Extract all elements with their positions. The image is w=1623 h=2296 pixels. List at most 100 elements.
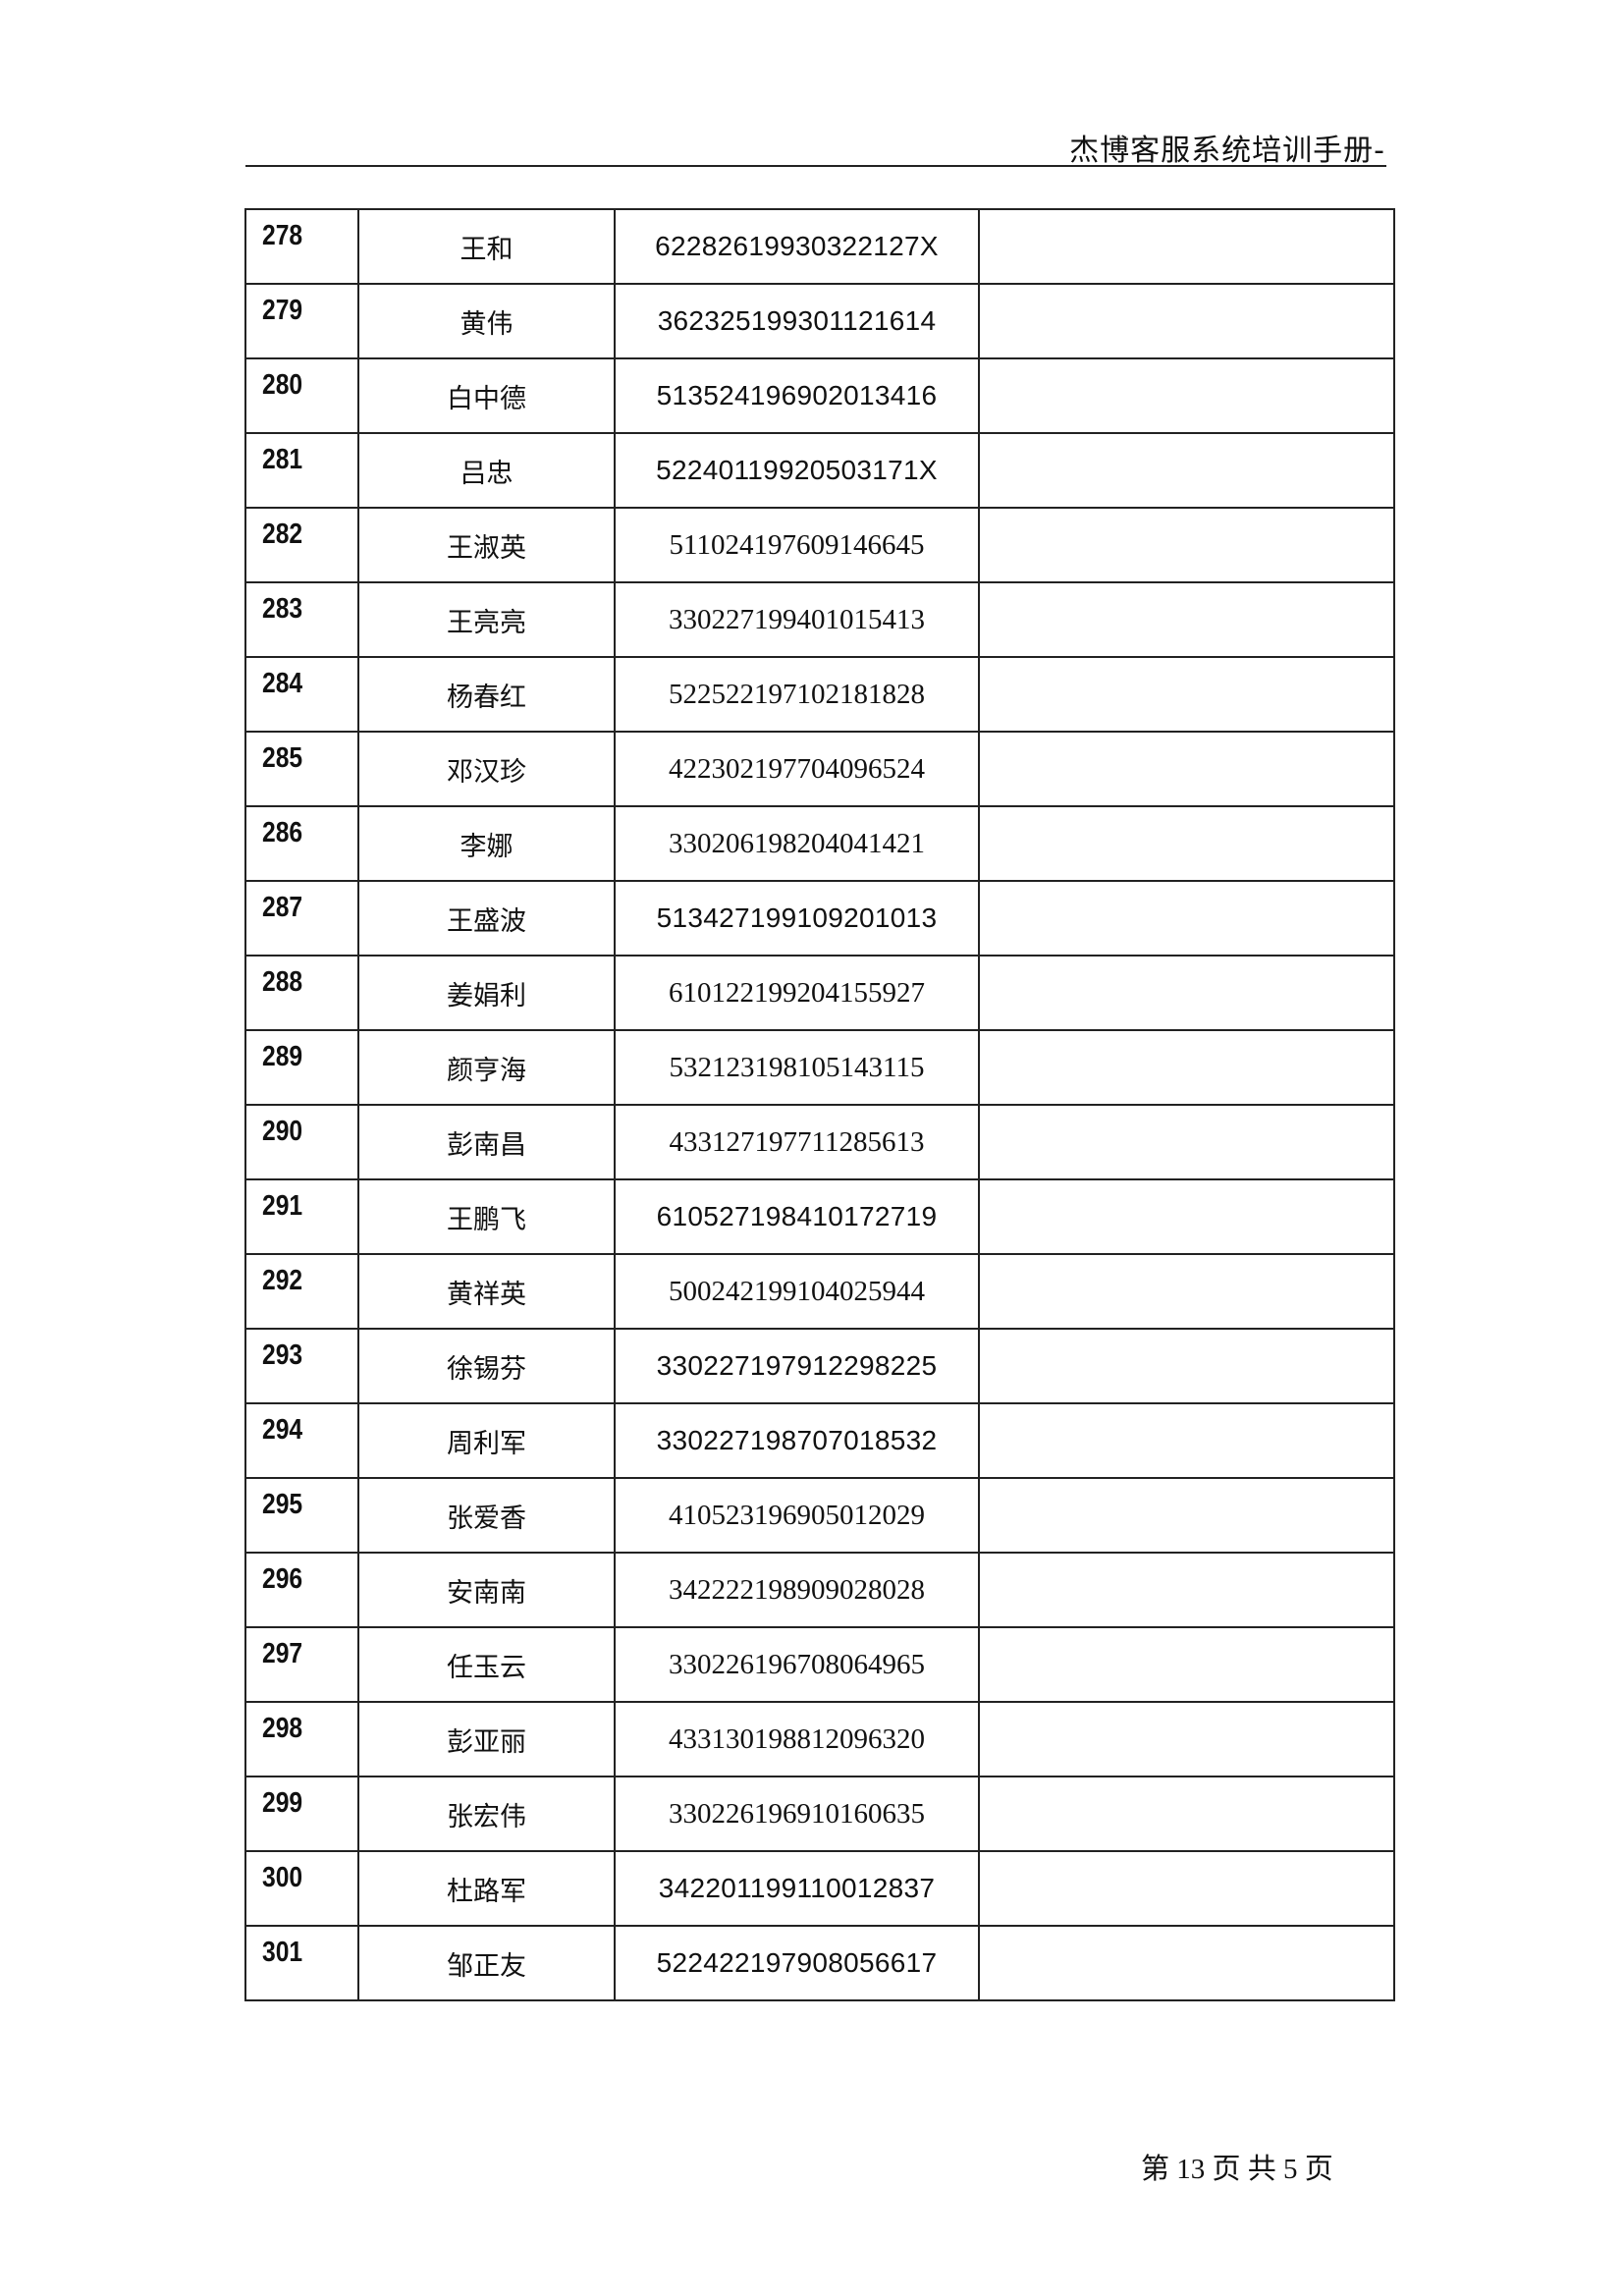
row-number: 281: [262, 444, 303, 475]
blank-cell: [978, 731, 1395, 807]
row-number-cell: 293: [244, 1328, 359, 1404]
row-number-cell: 281: [244, 432, 359, 509]
id-number-cell: 513427199109201013: [614, 880, 980, 957]
row-number: 279: [262, 295, 303, 326]
row-number-cell: 287: [244, 880, 359, 957]
blank-cell: [978, 1178, 1395, 1255]
row-number: 284: [262, 668, 303, 699]
row-number: 292: [262, 1265, 303, 1296]
id-number-cell: 330227199401015413: [614, 581, 980, 658]
id-number-cell: 422302197704096524: [614, 731, 980, 807]
row-number-cell: 298: [244, 1701, 359, 1777]
name-cell: 王盛波: [357, 880, 616, 957]
name-cell: 李娜: [357, 805, 616, 882]
row-number: 294: [262, 1414, 303, 1446]
row-number: 301: [262, 1937, 303, 1968]
row-number: 289: [262, 1041, 303, 1072]
row-number: 293: [262, 1339, 303, 1371]
table-row: 285 邓汉珍 422302197704096524: [244, 731, 1395, 807]
name-cell: 王亮亮: [357, 581, 616, 658]
id-number-cell: 330206198204041421: [614, 805, 980, 882]
table-row: 278 王和 62282619930322127X: [244, 208, 1395, 285]
blank-cell: [978, 1626, 1395, 1703]
table-row: 283 王亮亮 330227199401015413: [244, 581, 1395, 658]
row-number-cell: 284: [244, 656, 359, 733]
table-row: 299 张宏伟 330226196910160635: [244, 1776, 1395, 1852]
row-number: 285: [262, 742, 303, 774]
row-number: 295: [262, 1489, 303, 1520]
id-number-cell: 513524196902013416: [614, 357, 980, 434]
roster-table: 278 王和 62282619930322127X 279 黄伟 362325199301…: [244, 208, 1395, 2001]
name-cell: 徐锡芬: [357, 1328, 616, 1404]
row-number-cell: 278: [244, 208, 359, 285]
id-number-cell: 342201199110012837: [614, 1850, 980, 1927]
row-number: 298: [262, 1713, 303, 1744]
table-row: 280 白中德 513524196902013416: [244, 357, 1395, 434]
row-number-cell: 290: [244, 1104, 359, 1180]
id-number-cell: 62282619930322127X: [614, 208, 980, 285]
name-cell: 安南南: [357, 1552, 616, 1628]
row-number: 296: [262, 1563, 303, 1595]
blank-cell: [978, 581, 1395, 658]
row-number-cell: 280: [244, 357, 359, 434]
table-row: 289 颜亨海 532123198105143115: [244, 1029, 1395, 1106]
id-number-cell: 610527198410172719: [614, 1178, 980, 1255]
id-number-cell: 433130198812096320: [614, 1701, 980, 1777]
blank-cell: [978, 1104, 1395, 1180]
blank-cell: [978, 1402, 1395, 1479]
row-number-cell: 299: [244, 1776, 359, 1852]
header-divider: [245, 165, 1386, 167]
name-cell: 姜娟利: [357, 955, 616, 1031]
row-number-cell: 286: [244, 805, 359, 882]
blank-cell: [978, 955, 1395, 1031]
row-number-cell: 289: [244, 1029, 359, 1106]
blank-cell: [978, 1776, 1395, 1852]
name-cell: 彭南昌: [357, 1104, 616, 1180]
name-cell: 黄祥英: [357, 1253, 616, 1330]
id-number-cell: 330226196708064965: [614, 1626, 980, 1703]
name-cell: 邓汉珍: [357, 731, 616, 807]
name-cell: 张宏伟: [357, 1776, 616, 1852]
id-number-cell: 330226196910160635: [614, 1776, 980, 1852]
table-row: 298 彭亚丽 433130198812096320: [244, 1701, 1395, 1777]
row-number: 283: [262, 593, 303, 625]
id-number-cell: 511024197609146645: [614, 507, 980, 583]
table-row: 297 任玉云 330226196708064965: [244, 1626, 1395, 1703]
id-number-cell: 522522197102181828: [614, 656, 980, 733]
table-row: 292 黄祥英 500242199104025944: [244, 1253, 1395, 1330]
blank-cell: [978, 1552, 1395, 1628]
name-cell: 张爱香: [357, 1477, 616, 1554]
blank-cell: [978, 1850, 1395, 1927]
table-row: 301 邹正友 522422197908056617: [244, 1925, 1395, 2001]
id-number-cell: 342222198909028028: [614, 1552, 980, 1628]
row-number: 290: [262, 1116, 303, 1147]
blank-cell: [978, 507, 1395, 583]
blank-cell: [978, 805, 1395, 882]
id-number-cell: 330227197912298225: [614, 1328, 980, 1404]
id-number-cell: 410523196905012029: [614, 1477, 980, 1554]
row-number: 299: [262, 1787, 303, 1819]
name-cell: 王和: [357, 208, 616, 285]
blank-cell: [978, 432, 1395, 509]
id-number-cell: 52240119920503171X: [614, 432, 980, 509]
row-number: 280: [262, 369, 303, 401]
name-cell: 黄伟: [357, 283, 616, 359]
blank-cell: [978, 1253, 1395, 1330]
name-cell: 王淑英: [357, 507, 616, 583]
blank-cell: [978, 1925, 1395, 2001]
name-cell: 王鹏飞: [357, 1178, 616, 1255]
id-number-cell: 330227198707018532: [614, 1402, 980, 1479]
row-number: 287: [262, 892, 303, 923]
name-cell: 彭亚丽: [357, 1701, 616, 1777]
id-number-cell: 532123198105143115: [614, 1029, 980, 1106]
table-row: 281 吕忠 52240119920503171X: [244, 432, 1395, 509]
name-cell: 颜亨海: [357, 1029, 616, 1106]
name-cell: 杨春红: [357, 656, 616, 733]
id-number-cell: 610122199204155927: [614, 955, 980, 1031]
table-row: 282 王淑英 511024197609146645: [244, 507, 1395, 583]
table-row: 295 张爱香 410523196905012029: [244, 1477, 1395, 1554]
table-row: 300 杜路军 342201199110012837: [244, 1850, 1395, 1927]
blank-cell: [978, 1328, 1395, 1404]
table-row: 284 杨春红 522522197102181828: [244, 656, 1395, 733]
name-cell: 吕忠: [357, 432, 616, 509]
